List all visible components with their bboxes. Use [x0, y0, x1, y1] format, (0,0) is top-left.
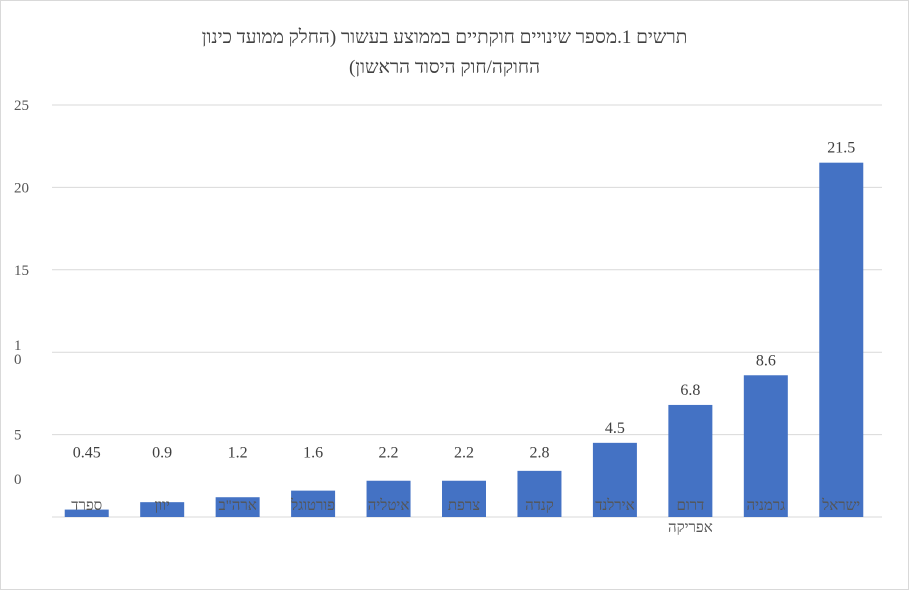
data-label: 2.2	[379, 445, 399, 462]
bar	[592, 442, 637, 517]
category-label: ספרד	[71, 498, 102, 514]
y-tick-label: 20	[14, 180, 29, 196]
category-label: יוון	[154, 498, 169, 514]
data-label: 0.45	[73, 445, 101, 462]
category-label: פורטוגל	[290, 497, 335, 514]
category-label: ארה"ב	[218, 498, 256, 514]
bar	[64, 509, 109, 517]
category-label: ישראל	[821, 497, 860, 514]
bar	[743, 375, 788, 517]
category-label: אירלנד	[595, 497, 634, 514]
data-label: 8.6	[756, 352, 776, 369]
bar	[215, 497, 260, 517]
bar	[366, 480, 411, 517]
category-label: קנדה	[525, 498, 554, 514]
bar	[668, 404, 713, 517]
data-label: 1.6	[303, 445, 323, 462]
y-tick-label: 15	[14, 263, 29, 279]
data-label: 2.8	[529, 445, 549, 462]
data-label: 6.8	[680, 382, 700, 399]
data-label: 2.2	[454, 445, 474, 462]
bar	[819, 162, 864, 517]
y-tick-label: 5	[14, 428, 22, 444]
category-label: איטליה	[368, 497, 410, 514]
category-label: דרום אפריקה	[668, 498, 713, 536]
bar	[140, 502, 185, 517]
category-label: צרפת	[448, 498, 480, 514]
chart-title: תרשים 1.מספר שינויים חוקתיים בממוצע בעשו…	[121, 23, 768, 83]
y-tick-label: 0	[14, 472, 22, 488]
bar	[517, 470, 562, 517]
bar	[442, 480, 486, 517]
bar	[291, 490, 336, 517]
data-label: 21.5	[827, 140, 855, 157]
data-label: 4.5	[605, 420, 625, 437]
category-label: גרמניה	[746, 498, 785, 514]
chart-title-line-2: החוקה/חוק היסוד הראשון)	[348, 57, 541, 78]
chart-title-line-1: תרשים 1.מספר שינויים חוקתיים בממוצע בעשו…	[201, 27, 688, 48]
y-tick-label: 25	[14, 98, 29, 114]
data-label: 0.9	[152, 445, 172, 462]
data-label: 1.2	[228, 445, 248, 462]
